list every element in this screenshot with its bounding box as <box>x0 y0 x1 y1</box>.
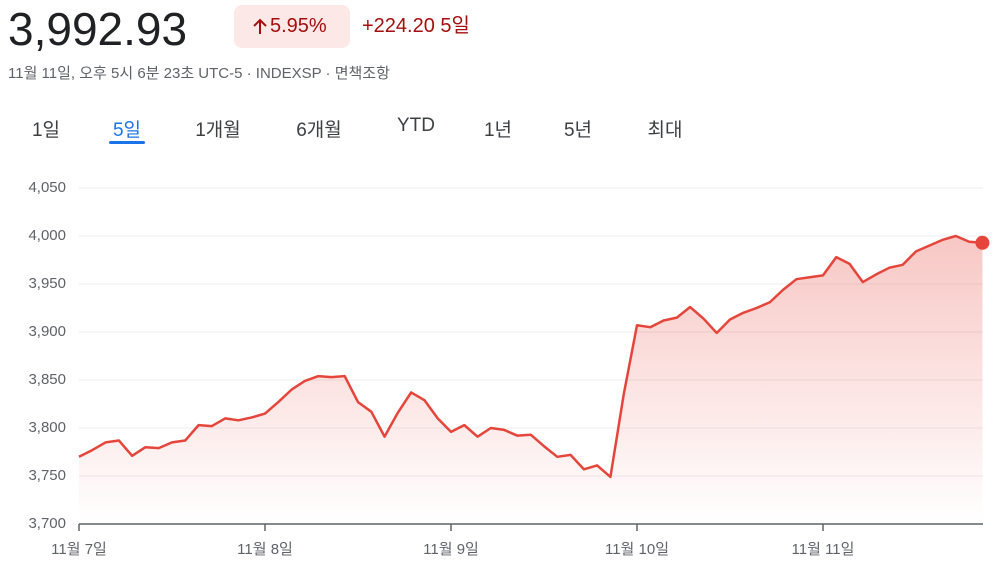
y-tick-label: 4,050 <box>28 179 66 196</box>
tab[interactable]: 6개월 <box>296 120 342 141</box>
y-tick-label: 3,750 <box>28 467 66 484</box>
period: 5일 <box>440 15 470 37</box>
up-arrow <box>253 18 267 34</box>
x-tick-label: 11월 10일 <box>605 541 669 558</box>
end-point <box>975 235 990 250</box>
tab[interactable]: 1일 <box>31 120 61 141</box>
tab[interactable]: 1개월 <box>195 120 241 141</box>
y-tick-label: 3,700 <box>28 515 66 532</box>
change-value: +224.20 <box>362 15 435 37</box>
tab[interactable]: 5일 <box>112 120 142 141</box>
x-tick-label: 11월 9일 <box>423 541 479 558</box>
change: +224.20 5일 <box>362 5 470 48</box>
tab[interactable]: 1년 <box>483 120 513 141</box>
y-tick-label: 3,900 <box>28 323 66 340</box>
change-percent: 5.95% <box>270 15 327 37</box>
change-badge: 5.95% <box>234 5 350 48</box>
y-tick-label: 3,950 <box>28 275 66 292</box>
price-line <box>78 234 983 479</box>
y-tick-label: 4,000 <box>28 227 66 244</box>
subtitle: 11월 11일, 오후 5시 6분 23초 UTC-5 · INDEXSP · … <box>8 65 390 82</box>
y-tick-label: 3,850 <box>28 371 66 388</box>
x-tick-label: 11월 7일 <box>51 541 107 558</box>
x-tick-label: 11월 11일 <box>792 541 855 558</box>
tab[interactable]: YTD <box>397 115 435 136</box>
y-tick-label: 3,800 <box>28 419 66 436</box>
x-tick-label: 11월 8일 <box>237 541 293 558</box>
price: 3,992.93 <box>8 3 188 55</box>
tab[interactable]: 5년 <box>563 120 593 141</box>
tab-indicator <box>109 141 145 144</box>
tab[interactable]: 최대 <box>647 120 683 141</box>
